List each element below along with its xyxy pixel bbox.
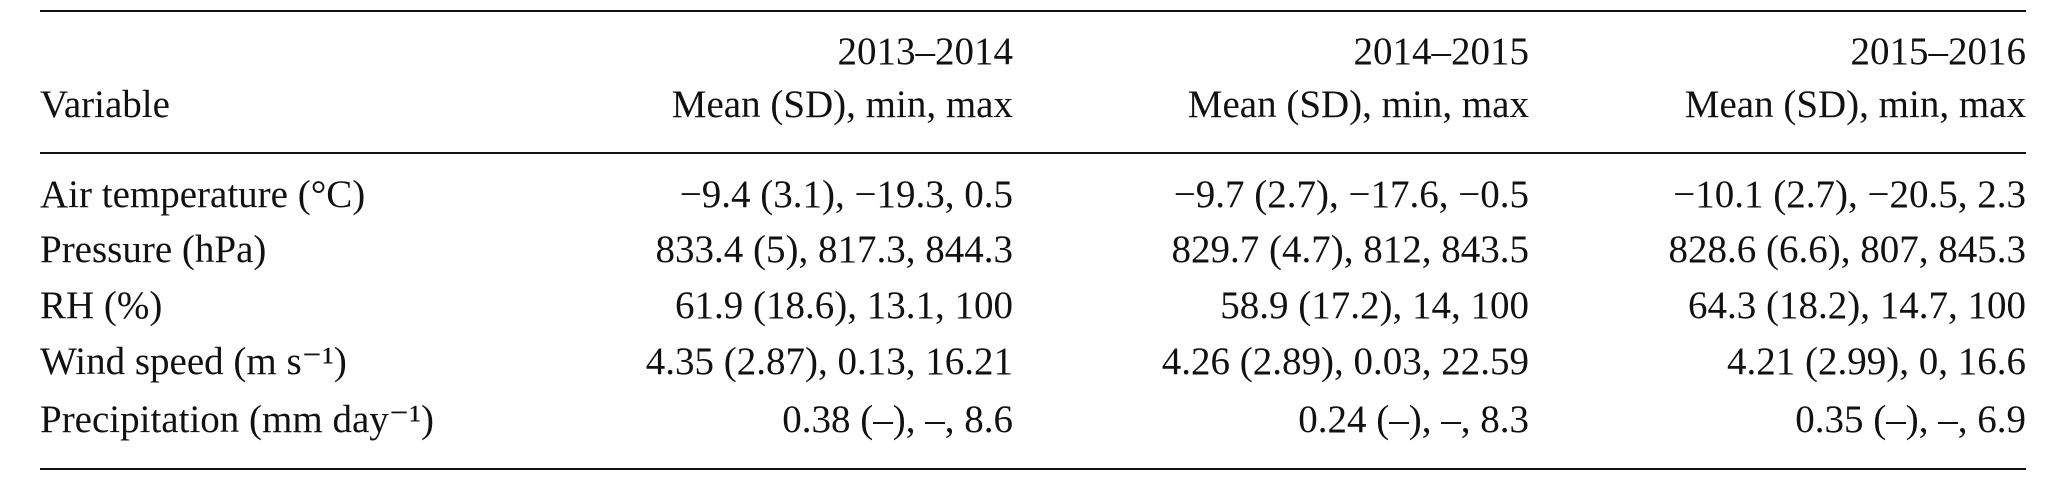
row-label: Air temperature (°C): [40, 173, 365, 216]
row-label: Precipitation (mm day⁻¹): [40, 398, 434, 441]
column-header: Mean (SD), min, max: [1188, 83, 1530, 126]
row-label: RH (%): [40, 284, 162, 327]
cell: 0.35 (–), –, 6.9: [1795, 398, 2026, 441]
cell: 833.4 (5), 817.3, 844.3: [656, 228, 1013, 271]
cell: 61.9 (18.6), 13.1, 100: [675, 284, 1013, 327]
cell: 0.24 (–), –, 8.3: [1298, 398, 1529, 441]
row-label: Wind speed (m s⁻¹): [40, 340, 347, 383]
cell: 4.35 (2.87), 0.13, 16.21: [646, 340, 1013, 383]
cell: 64.3 (18.2), 14.7, 100: [1688, 284, 2026, 327]
cell: 58.9 (17.2), 14, 100: [1220, 284, 1529, 327]
column-header: Mean (SD), min, max: [672, 83, 1014, 126]
column-header: Mean (SD), min, max: [1685, 83, 2027, 126]
column-period: 2014–2015: [1354, 30, 1530, 73]
column-period: 2015–2016: [1851, 30, 2027, 73]
cell: 4.26 (2.89), 0.03, 22.59: [1162, 340, 1529, 383]
cell: 0.38 (–), –, 8.6: [782, 398, 1013, 441]
cell: 4.21 (2.99), 0, 16.6: [1727, 340, 2026, 383]
column-period: 2013–2014: [838, 30, 1014, 73]
cell: −10.1 (2.7), −20.5, 2.3: [1673, 173, 2026, 216]
row-label: Pressure (hPa): [40, 228, 266, 271]
cell: 828.6 (6.6), 807, 845.3: [1669, 228, 2026, 271]
cell: 829.7 (4.7), 812, 843.5: [1172, 228, 1529, 271]
column-header: Variable: [40, 83, 170, 126]
cell: −9.7 (2.7), −17.6, −0.5: [1174, 173, 1529, 216]
cell: −9.4 (3.1), −19.3, 0.5: [680, 173, 1013, 216]
